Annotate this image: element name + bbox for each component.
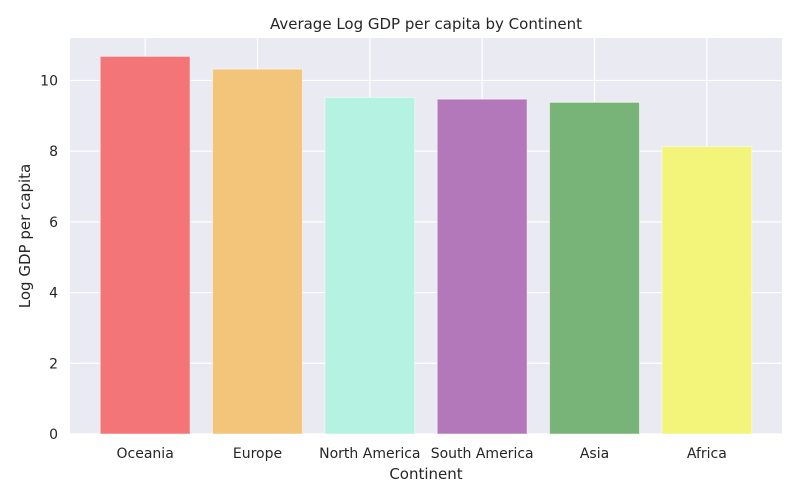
y-tick-label: 0 xyxy=(49,427,58,443)
bar-europe xyxy=(212,68,303,435)
y-tick-label: 6 xyxy=(49,215,58,231)
x-tick-label: Europe xyxy=(233,446,282,462)
x-tick-label: South America xyxy=(431,446,534,462)
bar-north-america xyxy=(324,96,416,435)
y-tick-label: 2 xyxy=(49,356,58,372)
bar-oceania xyxy=(99,55,191,435)
x-tick-label: Asia xyxy=(580,446,609,462)
bar-asia xyxy=(549,101,640,435)
y-tick-label: 4 xyxy=(49,286,58,302)
bar-south-america xyxy=(436,98,528,435)
tick-labels: 0 2 4 6 8 10 Oceania Europe North America South A… xyxy=(40,73,727,462)
y-tick-label: 10 xyxy=(40,73,58,89)
x-axis-label: Continent xyxy=(389,465,462,483)
x-tick-label: Oceania xyxy=(117,446,174,462)
y-axis-label: Log GDP per capita xyxy=(16,164,34,308)
x-tick-label: North America xyxy=(319,446,420,462)
chart-title: Average Log GDP per capita by Continent xyxy=(270,15,582,33)
x-tick-label: Africa xyxy=(687,446,727,462)
bars xyxy=(99,55,753,435)
bar-africa xyxy=(661,146,753,435)
y-tick-label: 8 xyxy=(49,144,58,160)
